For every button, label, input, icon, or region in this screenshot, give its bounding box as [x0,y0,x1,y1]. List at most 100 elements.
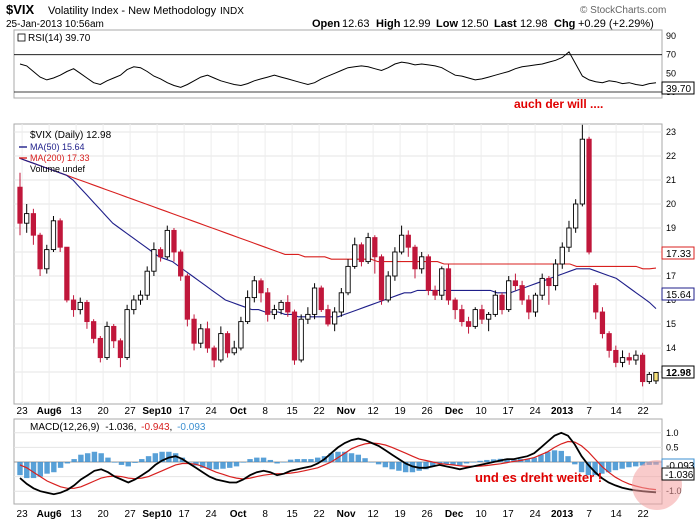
macd-histogram-bar [457,462,463,466]
candlestick-series [17,124,659,387]
last-price-badge: 12.98 [666,368,691,379]
candle-body [117,340,124,359]
candle-body [599,311,606,335]
macd-histogram-bar [159,451,165,462]
candle-body [285,301,291,313]
macd-histogram-bar [375,462,382,465]
price-x-label: Nov [337,406,356,417]
open-label: Open [312,18,340,30]
macd-histogram-bar [450,462,456,465]
macd-histogram-bar [71,459,77,462]
ma200-badge: 17.33 [666,249,691,260]
macd-x-label: 24 [530,509,542,520]
ma200-badge-box [661,246,695,260]
macd-x-label: Oct [230,509,247,520]
price-x-axis: 23 Aug6 13 20 27 Sep10 17 24 Oct 8 15 22 Nov 12 19 26 De… [17,406,650,417]
ma200-line [19,157,657,270]
rsi-badge-box [661,81,695,95]
macd-histogram-bar [342,451,348,462]
price-x-label: 8 [262,406,268,417]
price-x-label: 10 [476,406,488,417]
macd-x-label: 27 [125,509,137,520]
macd-histogram-bar [274,462,280,464]
ma50-badge: 15.64 [666,290,691,301]
macd-tick-label: 0.5 [666,442,679,452]
macd-histogram-bar [199,462,206,468]
macd-x-label: Dec [445,509,464,520]
candle-body [178,251,184,277]
macd-histogram-bar [17,462,23,476]
price-tick-label: 15 [666,319,676,329]
rsi-tick-label: 70 [666,50,676,60]
candle-body [398,234,405,253]
macd-histogram-bar [91,451,98,462]
macd-histogram-bar [430,462,436,467]
candle-body [151,249,157,272]
macd-histogram-bar [545,451,551,462]
macd-histogram-bar [463,462,470,464]
high-label: High [376,18,401,30]
candle-body [184,275,190,320]
macd-histogram-bar [335,451,341,462]
macd-x-label: 17 [179,509,191,520]
macd-x-label: 22 [314,509,326,520]
macd-x-label: 23 [17,509,29,520]
price-x-label: 26 [422,406,434,417]
chg-value: +0.29 (+2.29%) [578,18,654,30]
candle-body [445,268,452,301]
candle-body [57,220,63,248]
macd-tick-label: 1.0 [666,428,679,438]
candle-body [191,318,197,344]
candle-body [111,325,117,342]
macd-histogram-bar [632,462,639,467]
price-legend-ma200: MA(200) 17.33 [30,153,90,163]
rsi-tick-label: 50 [666,68,676,78]
macd-histogram-bar [186,462,192,463]
price-tick-label: 17 [666,271,676,281]
price-tick-label: 14 [666,343,676,353]
candle-body [124,309,130,359]
macd-histogram-bar [558,450,564,462]
macd-histogram-bar [152,453,159,462]
macd-legend: MACD(12,26,9) -1.036, -0.943, -0.093 [30,422,206,433]
rsi-badge: 39.70 [666,84,691,95]
macd-histogram-bar [423,462,429,470]
macd-histogram-bar [362,458,368,462]
rsi-line [19,51,657,88]
candle-body [238,321,244,349]
candle-body [244,297,251,323]
price-x-label: 7 [586,406,592,417]
exchange-label: INDX [220,6,244,17]
macd-histogram-bar [639,462,646,466]
candle-body [412,246,418,270]
candle-body [606,333,612,351]
candle-body [619,357,626,363]
macd-histogram-bar [240,462,246,463]
macd-signal-line [19,440,657,491]
macd-histogram-bar [213,462,219,470]
macd-histogram-bar [105,457,111,462]
candle-body [338,292,344,313]
macd-x-label: 14 [611,509,623,520]
macd-hist-badge: -0.093 [666,461,695,472]
candle-body [157,249,164,258]
candle-body [311,287,318,315]
candle-body [425,256,432,291]
candle-body [506,280,512,311]
candle-body [653,372,659,382]
macd-x-label: 15 [287,509,299,520]
rsi-legend-icon [17,33,26,42]
macd-histogram-bar [443,462,449,465]
candle-body [291,311,298,361]
candle-body [559,246,565,265]
macd-histogram-bar [84,453,91,462]
macd-histogram-bar [605,462,612,473]
price-tick-label: 21 [666,175,676,185]
macd-histogram-bar [308,459,314,462]
macd-histogram-bar [416,462,422,471]
macd-histogram-bar [125,462,131,467]
price-tick-label: 20 [666,199,676,209]
macd-histogram-bar [233,462,240,467]
candle-body [91,321,97,339]
candle-body [432,289,438,296]
